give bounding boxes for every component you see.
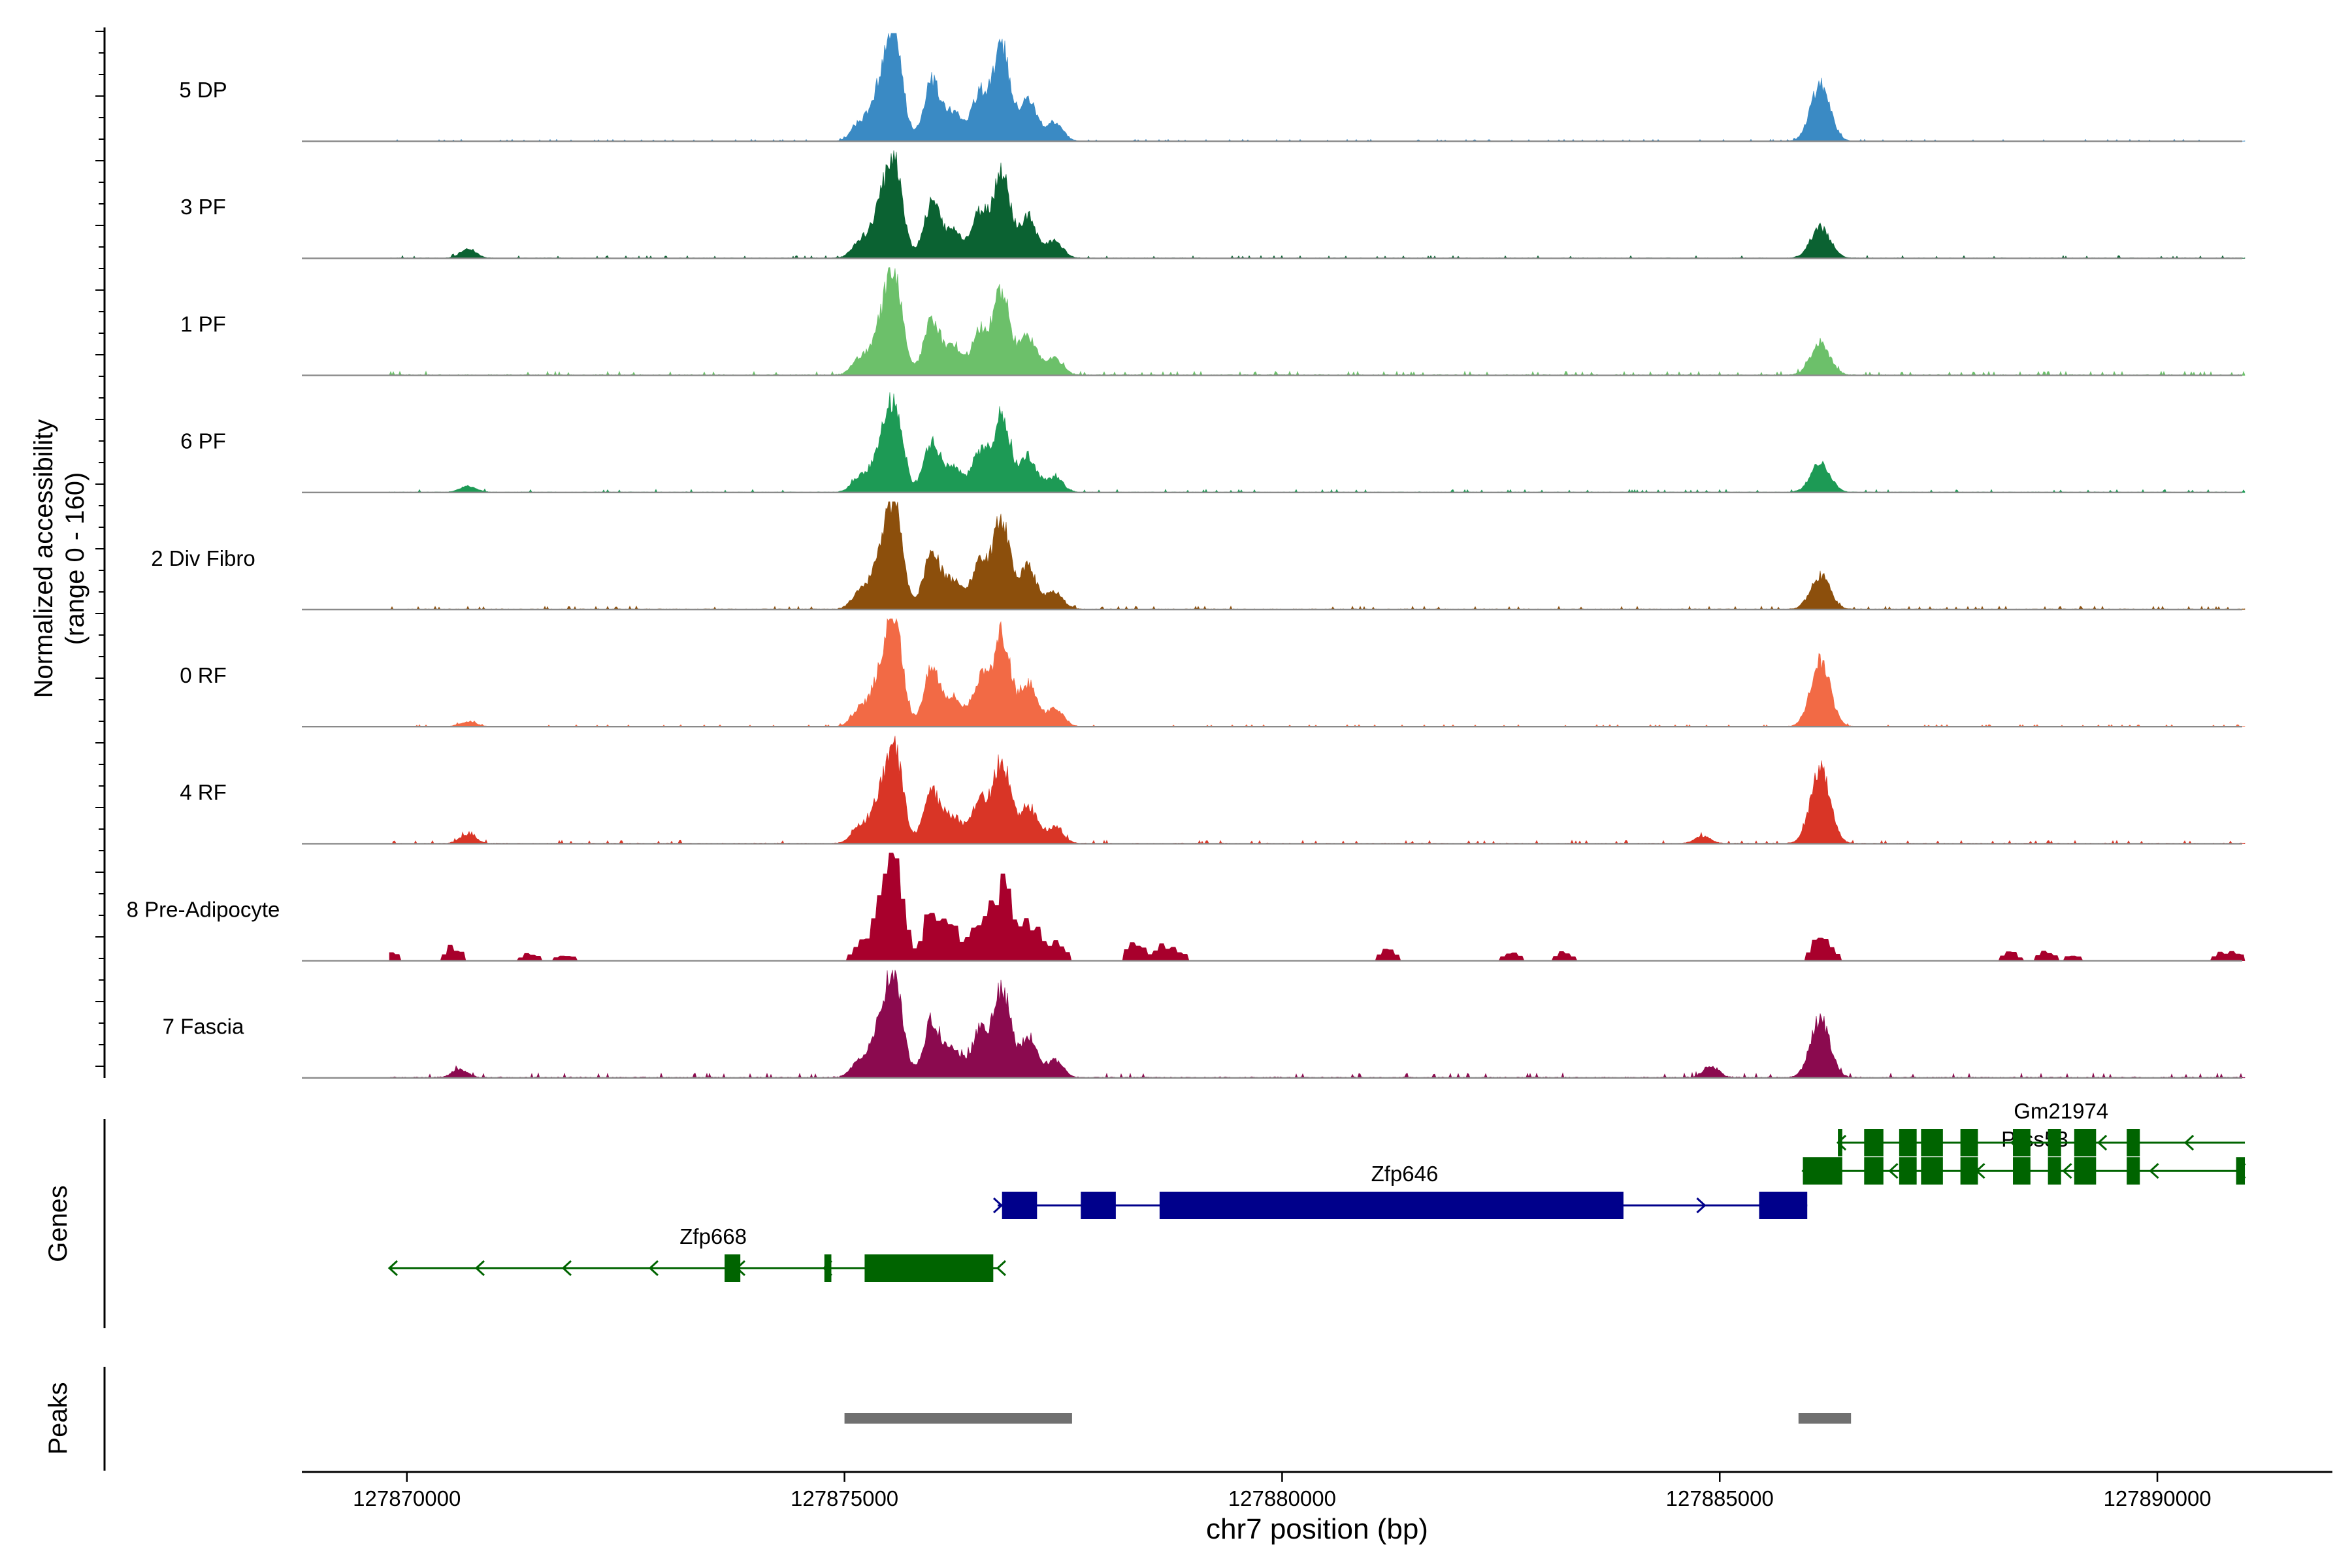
coverage-tracks: 5 DP 3 PF 1 PF 6 PF 2 Div Fibro 0 RF 4 RF 8 Pre… bbox=[127, 33, 2246, 1079]
track-7-fascia: 7 Fascia bbox=[163, 970, 2246, 1079]
peaks-track-label: Peaks bbox=[44, 1382, 73, 1454]
gene-zfp646: Zfp646 bbox=[993, 1162, 1808, 1219]
gene-exon bbox=[2127, 1129, 2140, 1156]
gene-exon bbox=[2074, 1157, 2097, 1185]
track-label: 6 PF bbox=[180, 429, 226, 453]
gene-label: Zfp646 bbox=[1371, 1162, 1439, 1186]
gene-exon bbox=[2074, 1129, 2097, 1156]
gene-prss53: Prss53 bbox=[1801, 1127, 2246, 1185]
gene-exon bbox=[1899, 1157, 1917, 1185]
track-5-dp: 5 DP bbox=[179, 33, 2246, 142]
track-3-pf: 3 PF bbox=[180, 150, 2246, 259]
track-8-pre-adipocyte: 8 Pre-Adipocyte bbox=[127, 853, 2246, 962]
coverage-area-0-rf bbox=[389, 617, 2246, 727]
y-axis-ticks bbox=[95, 31, 105, 1067]
gene-gm21974: Gm21974 bbox=[1836, 1099, 2246, 1156]
x-axis-tick-label: 127880000 bbox=[1228, 1486, 1336, 1511]
x-axis-tick-label: 127885000 bbox=[1666, 1486, 1774, 1511]
peak-region bbox=[1798, 1413, 1852, 1424]
track-label: 0 RF bbox=[180, 663, 227, 687]
coverage-area-7-fascia bbox=[389, 970, 2246, 1079]
gene-exon bbox=[2048, 1129, 2061, 1156]
x-axis-tick-label: 127870000 bbox=[353, 1486, 461, 1511]
x-axis-ticks: 127870000 127875000 127880000 127885000 1278… bbox=[353, 1472, 2212, 1511]
gene-exon bbox=[1960, 1157, 1978, 1185]
strand-arrow-icon bbox=[2097, 1134, 2108, 1151]
coverage-area-5-dp bbox=[389, 33, 2246, 142]
x-axis-tick-label: 127890000 bbox=[2103, 1486, 2211, 1511]
gene-annotation-track: Zfp668 Zfp646 Prss53 Gm21974 bbox=[387, 1099, 2246, 1282]
strand-arrow-icon bbox=[2062, 1163, 2072, 1179]
strand-arrow-icon bbox=[993, 1197, 1004, 1214]
track-label: 8 Pre-Adipocyte bbox=[127, 897, 280, 921]
strand-arrow-icon bbox=[1836, 1134, 1847, 1151]
track-2-div-fibro: 2 Div Fibro bbox=[151, 501, 2246, 611]
strand-arrow-icon bbox=[474, 1260, 485, 1277]
gene-exon bbox=[824, 1254, 832, 1282]
strand-arrow-icon bbox=[561, 1260, 572, 1277]
gene-exon bbox=[2236, 1157, 2246, 1185]
gene-zfp668: Zfp668 bbox=[387, 1224, 1006, 1282]
y-axis-range: (range 0 - 160) bbox=[61, 472, 90, 645]
coverage-area-6-pf bbox=[389, 392, 2246, 493]
strand-arrow-icon bbox=[387, 1260, 398, 1277]
gene-exon bbox=[1838, 1129, 1842, 1156]
track-1-pf: 1 PF bbox=[180, 267, 2246, 376]
gene-exon bbox=[1081, 1192, 1116, 1219]
strand-arrow-icon bbox=[1696, 1197, 1707, 1214]
gene-exon bbox=[1159, 1192, 1624, 1219]
y-axis-title: Normalized accessibility bbox=[29, 419, 58, 698]
strand-arrow-icon bbox=[1888, 1163, 1899, 1179]
coverage-area-4-rf bbox=[389, 736, 2246, 845]
gene-exon bbox=[2013, 1129, 2031, 1156]
gene-exon bbox=[1921, 1129, 1943, 1156]
gene-exon bbox=[725, 1254, 741, 1282]
track-4-rf: 4 RF bbox=[180, 736, 2246, 845]
coverage-area-8-pre-adipocyte bbox=[389, 853, 2246, 961]
gene-exon bbox=[1803, 1157, 1842, 1185]
gene-exon bbox=[1002, 1192, 1037, 1219]
track-0-rf: 0 RF bbox=[180, 617, 2246, 728]
gene-label: Gm21974 bbox=[2014, 1099, 2108, 1123]
track-label: 5 DP bbox=[179, 78, 227, 102]
strand-arrow-icon bbox=[2183, 1134, 2195, 1151]
x-axis-title: chr7 position (bp) bbox=[1206, 1513, 1428, 1545]
gene-exon bbox=[1864, 1129, 1884, 1156]
gene-exon bbox=[1899, 1129, 1917, 1156]
y-axis bbox=[95, 27, 106, 1078]
gene-exon bbox=[2048, 1157, 2061, 1185]
coverage-area-2-div-fibro bbox=[389, 501, 2246, 610]
track-label: 7 Fascia bbox=[163, 1015, 244, 1039]
x-axis-tick-label: 127875000 bbox=[791, 1486, 898, 1511]
gene-exon bbox=[2013, 1157, 2031, 1185]
strand-arrow-icon bbox=[996, 1260, 1006, 1277]
track-label: 2 Div Fibro bbox=[151, 546, 255, 570]
strand-arrow-icon bbox=[2149, 1163, 2159, 1179]
gene-exon bbox=[2127, 1157, 2140, 1185]
track-6-pf: 6 PF bbox=[180, 392, 2246, 493]
track-label: 3 PF bbox=[180, 195, 226, 219]
gene-exon bbox=[1759, 1192, 1808, 1219]
peaks-track bbox=[844, 1413, 1852, 1424]
peak-region bbox=[844, 1413, 1072, 1424]
gene-exon bbox=[1921, 1157, 1943, 1185]
gene-exon bbox=[1960, 1129, 1978, 1156]
gene-exon bbox=[1864, 1157, 1884, 1185]
strand-arrow-icon bbox=[648, 1260, 659, 1277]
gene-exon bbox=[864, 1254, 994, 1282]
coverage-area-1-pf bbox=[389, 267, 2246, 376]
coverage-area-3-pf bbox=[389, 150, 2246, 259]
genes-track-label: Genes bbox=[44, 1185, 73, 1262]
track-label: 1 PF bbox=[180, 312, 226, 336]
gene-label: Zfp668 bbox=[679, 1224, 747, 1249]
x-axis: 127870000 127875000 127880000 127885000 1278… bbox=[302, 1471, 2332, 1511]
track-label: 4 RF bbox=[180, 780, 227, 804]
